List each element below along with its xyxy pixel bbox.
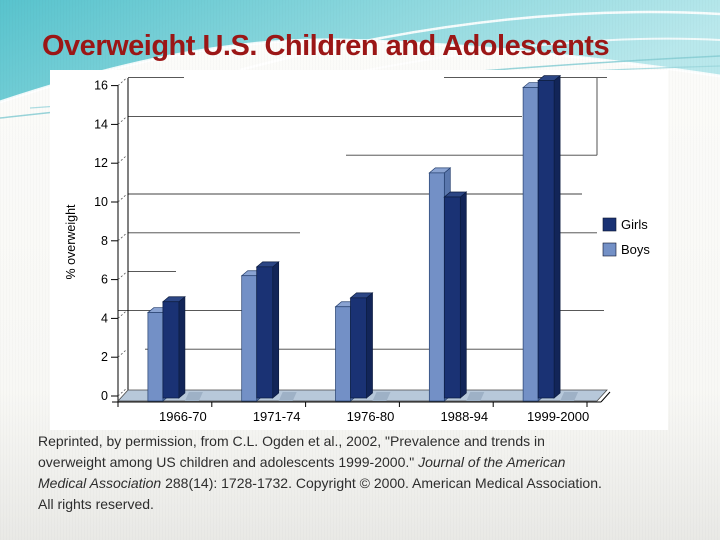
caption-line: Medical Association 288(14): 1728-1732. … [38,475,602,491]
y-tick-label: 14 [94,117,108,131]
caption: Reprinted, by permission, from C.L. Ogde… [38,431,698,515]
bar-group-1976-80 [334,292,391,402]
bar-boys-1976-80 [335,306,351,402]
x-tick-label: 1988-94 [440,409,488,424]
bar-girls-side [366,292,373,399]
bar-girls-1966-70 [162,301,180,399]
legend-label-boys: Boys [621,242,650,257]
axes [112,78,611,407]
bar-girls-1976-80 [350,297,367,399]
bars: 1966-70 1971-74 1976-80 1988-94 1999-2000 [146,74,589,424]
bar-boys-1988-94 [428,172,445,402]
teal-band [0,0,720,102]
bar-boys-1971-74 [241,275,258,402]
caption-line: overweight among US children and adolesc… [38,454,566,470]
caption-line: All rights reserved. [38,496,154,512]
bar-boys-1966-70 [147,312,164,402]
legend-swatch-girls [602,217,617,232]
wave-edge-highlight [0,38,720,104]
bar-group-1988-94 [428,167,485,402]
x-tick-label: 1976-80 [347,409,395,424]
y-tick-label: 0 [101,389,108,403]
bar-shadow [466,392,485,401]
page-title: Overweight U.S. Children and Adolescents [42,30,610,62]
bar-group-1999-2000 [522,74,579,402]
white-streak-1 [239,10,720,72]
bar-shadow [560,392,579,401]
y-axis-title: % overweight [64,204,78,280]
bar-girls-1999-2000 [537,80,555,399]
bar-girls-side [272,261,280,399]
bar-shadow [278,392,297,401]
bar-group-1966-70 [146,296,203,402]
legend-label-girls: Girls [621,217,648,232]
bar-girls-side [459,191,467,399]
y-tick-label: 12 [94,156,108,170]
bar-shadow [372,392,391,401]
y-axis-title: % overweight [64,204,78,280]
caption-line: Reprinted, by permission, from C.L. Ogde… [38,433,545,449]
x-tick-label: 1966-70 [159,409,207,424]
y-tick-label: 2 [101,350,108,364]
x-tick-label: 1971-74 [253,409,301,424]
y-tick-label: 6 [101,273,108,287]
bar-girls-1971-74 [256,266,274,399]
y-tick-label: 8 [101,234,108,248]
bar-shadow [184,392,203,401]
legend-swatch-boys [602,242,617,257]
x-tick-label: 1999-2000 [527,409,589,424]
y-tick-label: 4 [101,311,108,325]
bar-girls-1988-94 [443,196,461,399]
legend: Girls Boys [602,217,650,257]
y-axis-ticks: 0 2 4 6 8 10 12 14 16 [94,77,128,403]
y-tick-label: 16 [94,79,108,93]
bar-girls-side [553,74,561,399]
bar-group-1971-74 [240,261,297,402]
bar-chart: 0 2 4 6 8 10 12 14 16 1966-70 1971-74 1976-80 1988-9… [64,74,650,424]
y-tick-label: 10 [94,195,108,209]
bar-boys-1999-2000 [522,87,539,402]
bar-girls-side [178,296,186,399]
